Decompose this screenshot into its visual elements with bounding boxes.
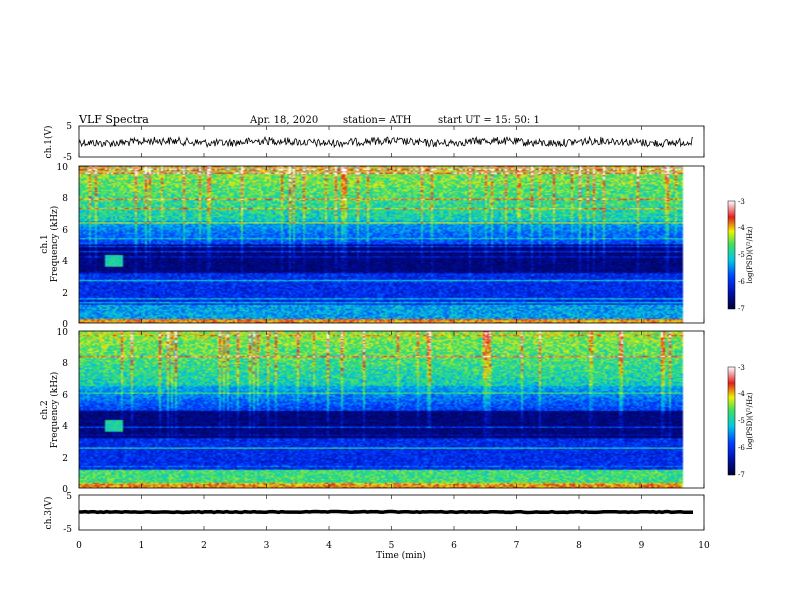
ch1-waveform-panel: 5 -5 ch.1(V) [43, 122, 705, 163]
ch1-ytick-top: 5 [66, 122, 72, 132]
ch2-cb-tick-3: -3 [738, 364, 745, 372]
ch1-waveform-line [78, 135, 694, 149]
ch1-channel-label: ch.1 [40, 234, 50, 253]
x-tick-label: 8 [576, 541, 582, 551]
ch1-ytick-0: 0 [62, 320, 68, 330]
ch2-cb-tick-6: -6 [738, 444, 745, 452]
ch2-channel-label: ch.2 [40, 400, 50, 419]
ch2-spectrogram-image [79, 331, 693, 488]
ch1-cb-tick-5: -5 [738, 251, 745, 259]
ch3-ytick-top: 5 [66, 492, 72, 502]
ch2-colorbar: -3 -4 -5 -6 -7 log(PSD)(V²/Hz) [727, 364, 754, 479]
ch1-ytick-10: 10 [57, 163, 69, 173]
ch2-ytick-10: 10 [57, 328, 69, 338]
ch2-ytick-0: 0 [62, 485, 68, 495]
ch3-ytick-bottom: -5 [63, 525, 72, 535]
x-tick-label: 4 [326, 541, 332, 551]
ch1-cb-tick-4: -4 [738, 224, 745, 232]
ch1-ylabel: ch.1(V) [43, 126, 54, 159]
x-tick-label: 0 [76, 541, 82, 551]
ch3-ylabel: ch.3(V) [43, 497, 54, 530]
x-tick-label: 10 [698, 541, 710, 551]
ch2-ytick-6: 6 [62, 391, 68, 401]
ch2-colorbar-bar [727, 366, 736, 476]
ch2-spectrogram-panel: 10 8 6 4 2 0 ch.2 Frequency (kHz) [40, 328, 705, 495]
ch1-spectrogram-image [79, 166, 693, 323]
ch2-cb-tick-5: -5 [738, 417, 745, 425]
ch1-ytick-2: 2 [62, 289, 68, 299]
x-tick-label: 2 [201, 541, 207, 551]
ch1-ytick-8: 8 [62, 194, 68, 204]
time-axis-label: Time (min) [376, 550, 426, 561]
ch1-colorbar: -3 -4 -5 -6 -7 log(PSD)(V²/Hz) [727, 198, 754, 313]
x-tick-label: 7 [514, 541, 520, 551]
x-tick-label: 9 [639, 541, 645, 551]
station-label: station= ATH [343, 115, 412, 126]
ch1-ytick-bottom: -5 [63, 153, 72, 163]
ch1-colorbar-label: log(PSD)(V²/Hz) [746, 226, 754, 283]
ch1-cb-tick-3: -3 [738, 198, 745, 206]
ch2-ytick-8: 8 [62, 359, 68, 369]
x-tick-label: 5 [389, 541, 395, 551]
x-tick-label: 3 [264, 541, 270, 551]
ch2-cb-tick-4: -4 [738, 390, 745, 398]
ch2-frequency-label: Frequency (kHz) [49, 372, 60, 449]
ch2-colorbar-label: log(PSD)(V²/Hz) [746, 392, 754, 449]
ch3-waveform-line [79, 509, 693, 515]
ch1-spectrogram-panel: 10 8 6 4 2 0 ch.1 Frequency (kHz) [40, 163, 705, 330]
ch1-cb-tick-6: -6 [738, 278, 745, 286]
ch1-cb-tick-7: -7 [738, 305, 745, 313]
time-axis: 0 1 2 3 4 5 6 7 8 9 10 [76, 126, 710, 551]
x-tick-label: 6 [451, 541, 457, 551]
ch2-cb-tick-7: -7 [738, 471, 745, 479]
ch1-ytick-4: 4 [62, 257, 68, 267]
start-time-label: start UT = 15: 50: 1 [438, 115, 540, 126]
ch1-colorbar-bar [727, 200, 736, 310]
ch3-waveform-panel: 5 -5 ch.3(V) [43, 492, 705, 535]
ch1-frequency-label: Frequency (kHz) [49, 206, 60, 283]
ch1-ytick-6: 6 [62, 226, 68, 236]
ch2-ytick-4: 4 [62, 422, 68, 432]
figure-title: VLF Spectra [78, 113, 149, 126]
x-tick-label: 1 [139, 541, 145, 551]
date-label: Apr. 18, 2020 [249, 115, 318, 126]
ch2-ytick-2: 2 [62, 454, 68, 464]
